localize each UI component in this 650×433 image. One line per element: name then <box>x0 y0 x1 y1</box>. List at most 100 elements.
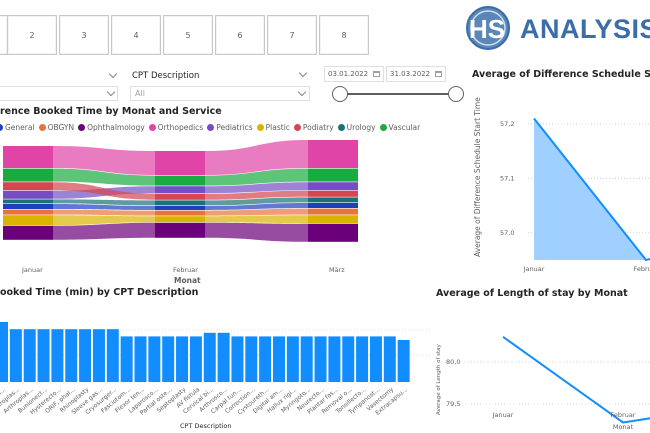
bar[interactable] <box>189 336 202 382</box>
ribbon-band-general[interactable] <box>205 203 308 210</box>
bar[interactable] <box>162 336 175 382</box>
bar[interactable] <box>245 336 258 382</box>
ribbon-band-ophthalmology[interactable] <box>205 222 308 242</box>
bar[interactable] <box>383 336 396 382</box>
bar[interactable] <box>342 336 355 382</box>
page-button-7[interactable]: 7 <box>267 15 317 55</box>
ribbon-segment-podiatry[interactable] <box>155 193 205 200</box>
ribbon-band-vascular[interactable] <box>205 168 308 186</box>
legend-item-obgyn[interactable]: OBGYN <box>38 123 74 132</box>
bar[interactable] <box>286 336 299 382</box>
bar[interactable] <box>148 336 161 382</box>
bar[interactable] <box>106 329 119 382</box>
page-button-5[interactable]: 5 <box>163 15 213 55</box>
bar[interactable] <box>397 340 410 382</box>
page-button-6[interactable]: 6 <box>215 15 265 55</box>
bar[interactable] <box>79 329 92 382</box>
bar[interactable] <box>356 336 369 382</box>
bar[interactable] <box>369 336 382 382</box>
line-series[interactable] <box>502 335 650 424</box>
ribbon-band-obgyn[interactable] <box>205 208 308 216</box>
ribbon-segment-general[interactable] <box>308 203 358 208</box>
date-range-end-handle[interactable] <box>448 86 464 102</box>
ribbon-segment-obgyn[interactable] <box>155 210 205 216</box>
legend-item-podiatry[interactable]: Podiatry <box>293 123 334 132</box>
bar[interactable] <box>65 329 78 382</box>
cpt-slicer-dropdown[interactable]: All <box>130 86 310 101</box>
ribbon-band-ophthalmology[interactable] <box>53 222 155 240</box>
bar[interactable] <box>328 336 341 382</box>
legend-item-vascular[interactable]: Vascular <box>379 123 420 132</box>
ribbon-segment-vascular[interactable] <box>308 168 358 182</box>
ribbon-segment-pediatrics[interactable] <box>3 190 53 199</box>
ribbon-band-urology[interactable] <box>53 199 155 206</box>
ribbon-segment-plastic[interactable] <box>3 215 53 226</box>
ribbon-segment-orthopedics[interactable] <box>3 146 53 168</box>
ribbon-band-plastic[interactable] <box>53 215 155 226</box>
ribbon-segment-pediatrics[interactable] <box>308 182 358 191</box>
ribbon-segment-ophthalmology[interactable] <box>308 223 358 242</box>
ribbon-segment-general[interactable] <box>155 206 205 210</box>
ribbon-segment-obgyn[interactable] <box>3 209 53 215</box>
bar[interactable] <box>314 336 327 382</box>
legend-item-pediatrics[interactable]: Pediatrics <box>207 123 253 132</box>
bar[interactable] <box>231 336 244 382</box>
cpt-slicer-collapse-chevron-icon[interactable] <box>298 68 308 78</box>
bar[interactable] <box>92 329 105 382</box>
bar[interactable] <box>0 322 8 382</box>
legend-item-urology[interactable]: Urology <box>337 123 376 132</box>
bar[interactable] <box>203 332 216 382</box>
ribbon-segment-podiatry[interactable] <box>3 182 53 191</box>
bar[interactable] <box>37 329 50 382</box>
slicer-collapse-chevron-icon[interactable] <box>108 69 118 79</box>
calendar-icon[interactable] <box>373 71 380 77</box>
bar[interactable] <box>134 336 147 382</box>
date-range-slider-track[interactable] <box>340 93 456 95</box>
date-range-start-handle[interactable] <box>332 86 348 102</box>
ribbon-band-podiatry[interactable] <box>205 190 308 200</box>
ribbon-segment-ophthalmology[interactable] <box>3 225 53 240</box>
bar[interactable] <box>217 332 230 382</box>
ribbon-segment-urology[interactable] <box>3 199 53 204</box>
ribbon-segment-vascular[interactable] <box>155 175 205 186</box>
ribbon-band-urology[interactable] <box>205 197 308 206</box>
page-button-4[interactable]: 4 <box>111 15 161 55</box>
calendar-icon[interactable] <box>435 71 442 77</box>
ribbon-segment-urology[interactable] <box>308 197 358 203</box>
bar[interactable] <box>300 336 313 382</box>
end-date-input[interactable]: 31.03.2022 <box>386 66 446 82</box>
start-date-input[interactable]: 03.01.2022 <box>324 66 384 82</box>
ribbon-segment-vascular[interactable] <box>3 168 53 182</box>
bar[interactable] <box>176 336 189 382</box>
ribbon-band-orthopedics[interactable] <box>53 146 155 175</box>
page-button-2[interactable]: 2 <box>7 15 57 55</box>
bar[interactable] <box>120 336 133 382</box>
first-slicer-dropdown[interactable] <box>0 86 118 101</box>
legend-item-plastic[interactable]: Plastic <box>256 123 290 132</box>
bar[interactable] <box>9 329 22 382</box>
legend-item-orthopedics[interactable]: Orthopedics <box>148 123 203 132</box>
ribbon-segment-general[interactable] <box>3 204 53 209</box>
ribbon-segment-orthopedics[interactable] <box>308 140 358 168</box>
ribbon-band-vascular[interactable] <box>53 168 155 186</box>
bar[interactable] <box>51 329 64 382</box>
ribbon-band-orthopedics[interactable] <box>205 140 308 175</box>
page-button-3[interactable]: 3 <box>59 15 109 55</box>
legend-item-ophthalmology[interactable]: Ophthalmology <box>78 123 145 132</box>
bar[interactable] <box>259 336 272 382</box>
ribbon-segment-pediatrics[interactable] <box>155 186 205 194</box>
legend-item-general[interactable]: General <box>0 123 35 132</box>
ribbon-segment-obgyn[interactable] <box>308 208 358 215</box>
ribbon-segment-ophthalmology[interactable] <box>155 222 205 238</box>
ribbon-segment-urology[interactable] <box>155 200 205 206</box>
ribbon-band-general[interactable] <box>53 204 155 210</box>
ribbon-band-obgyn[interactable] <box>53 209 155 216</box>
ribbon-segment-orthopedics[interactable] <box>155 151 205 175</box>
ribbon-band-pediatrics[interactable] <box>205 182 308 194</box>
ribbon-band-plastic[interactable] <box>205 215 308 224</box>
bar[interactable] <box>23 329 36 382</box>
ribbon-segment-podiatry[interactable] <box>308 190 358 197</box>
ribbon-segment-plastic[interactable] <box>155 216 205 223</box>
bar[interactable] <box>273 336 285 382</box>
ribbon-segment-plastic[interactable] <box>308 215 358 224</box>
